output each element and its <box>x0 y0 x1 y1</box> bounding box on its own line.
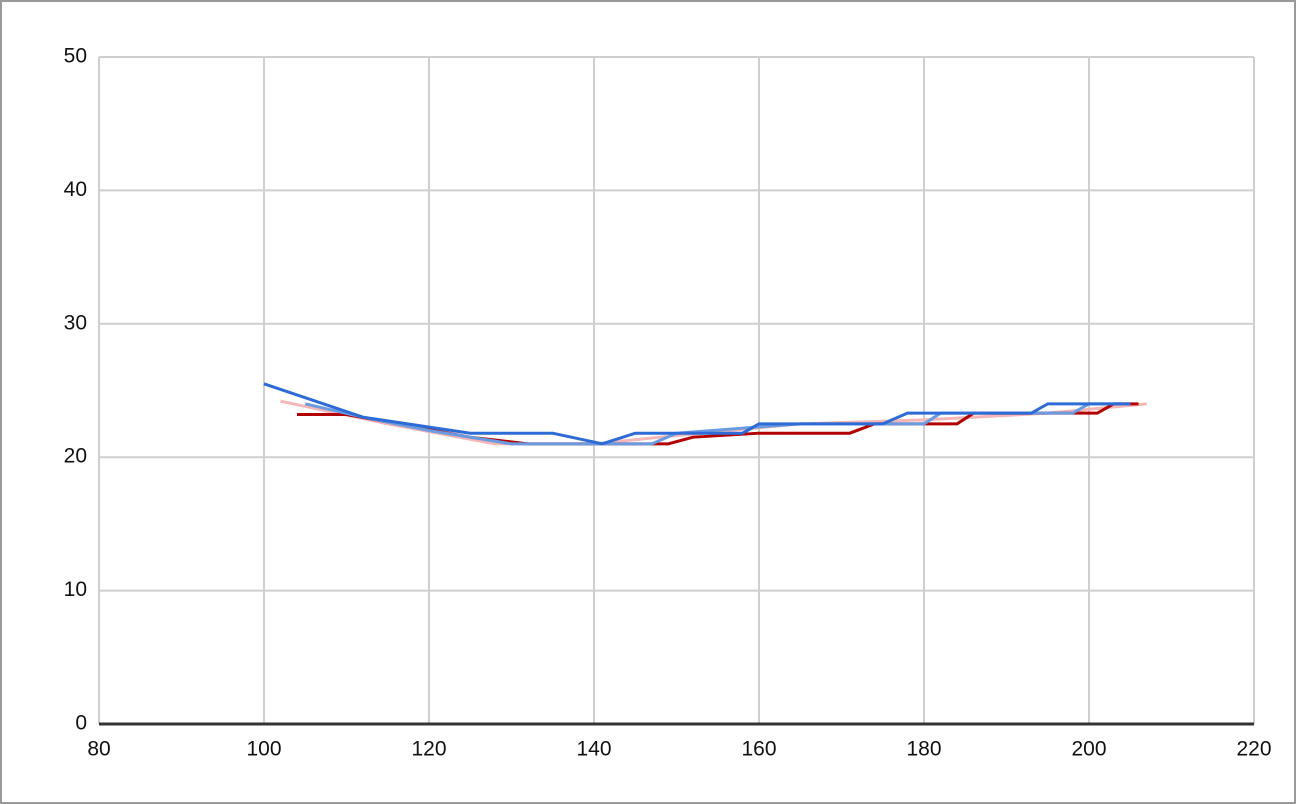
y-tick-label: 20 <box>64 445 87 468</box>
y-tick-label: 40 <box>64 178 87 201</box>
x-tick-label: 120 <box>411 738 446 761</box>
x-tick-label: 140 <box>576 738 611 761</box>
y-tick-label: 50 <box>64 45 87 68</box>
y-tick-label: 30 <box>64 311 87 334</box>
x-tick-label: 100 <box>246 738 281 761</box>
y-tick-label: 10 <box>64 578 87 601</box>
y-tick-label: 0 <box>75 712 87 735</box>
x-tick-label: 80 <box>87 738 110 761</box>
x-tick-label: 200 <box>1071 738 1106 761</box>
x-tick-label: 180 <box>906 738 941 761</box>
x-tick-label: 220 <box>1236 738 1271 761</box>
x-tick-label: 160 <box>741 738 776 761</box>
series-line <box>263 382 1131 446</box>
